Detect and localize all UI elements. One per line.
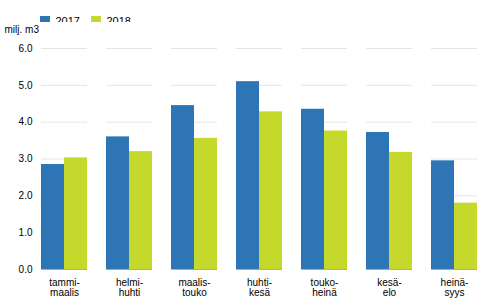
- html-text:2017: 2017: [55, 14, 80, 27]
- svg-text:heinä-syys: heinä-syys: [441, 277, 469, 298]
- svg-text:kesä-elo: kesä-elo: [377, 277, 401, 298]
- svg-text:4.0: 4.0: [19, 116, 33, 127]
- svg-text:touko-heinä: touko-heinä: [311, 277, 339, 298]
- svg-text:helmi-huhti: helmi-huhti: [116, 277, 143, 298]
- svg-text:tammi-maalis: tammi-maalis: [49, 277, 80, 298]
- svg-text:6.0: 6.0: [19, 43, 33, 54]
- svg-text:0.0: 0.0: [19, 264, 33, 275]
- html-text:2018: 2018: [106, 14, 131, 27]
- svg-text:milj. m3: milj. m3: [5, 24, 40, 35]
- svg-text:2.0: 2.0: [19, 190, 33, 201]
- svg-text:maalis-touko: maalis-touko: [178, 277, 210, 298]
- svg-text:1.0: 1.0: [19, 227, 33, 238]
- svg-text:5.0: 5.0: [19, 80, 33, 91]
- svg-text:3.0: 3.0: [19, 153, 33, 164]
- svg-text:huhti-kesä: huhti-kesä: [247, 277, 272, 298]
